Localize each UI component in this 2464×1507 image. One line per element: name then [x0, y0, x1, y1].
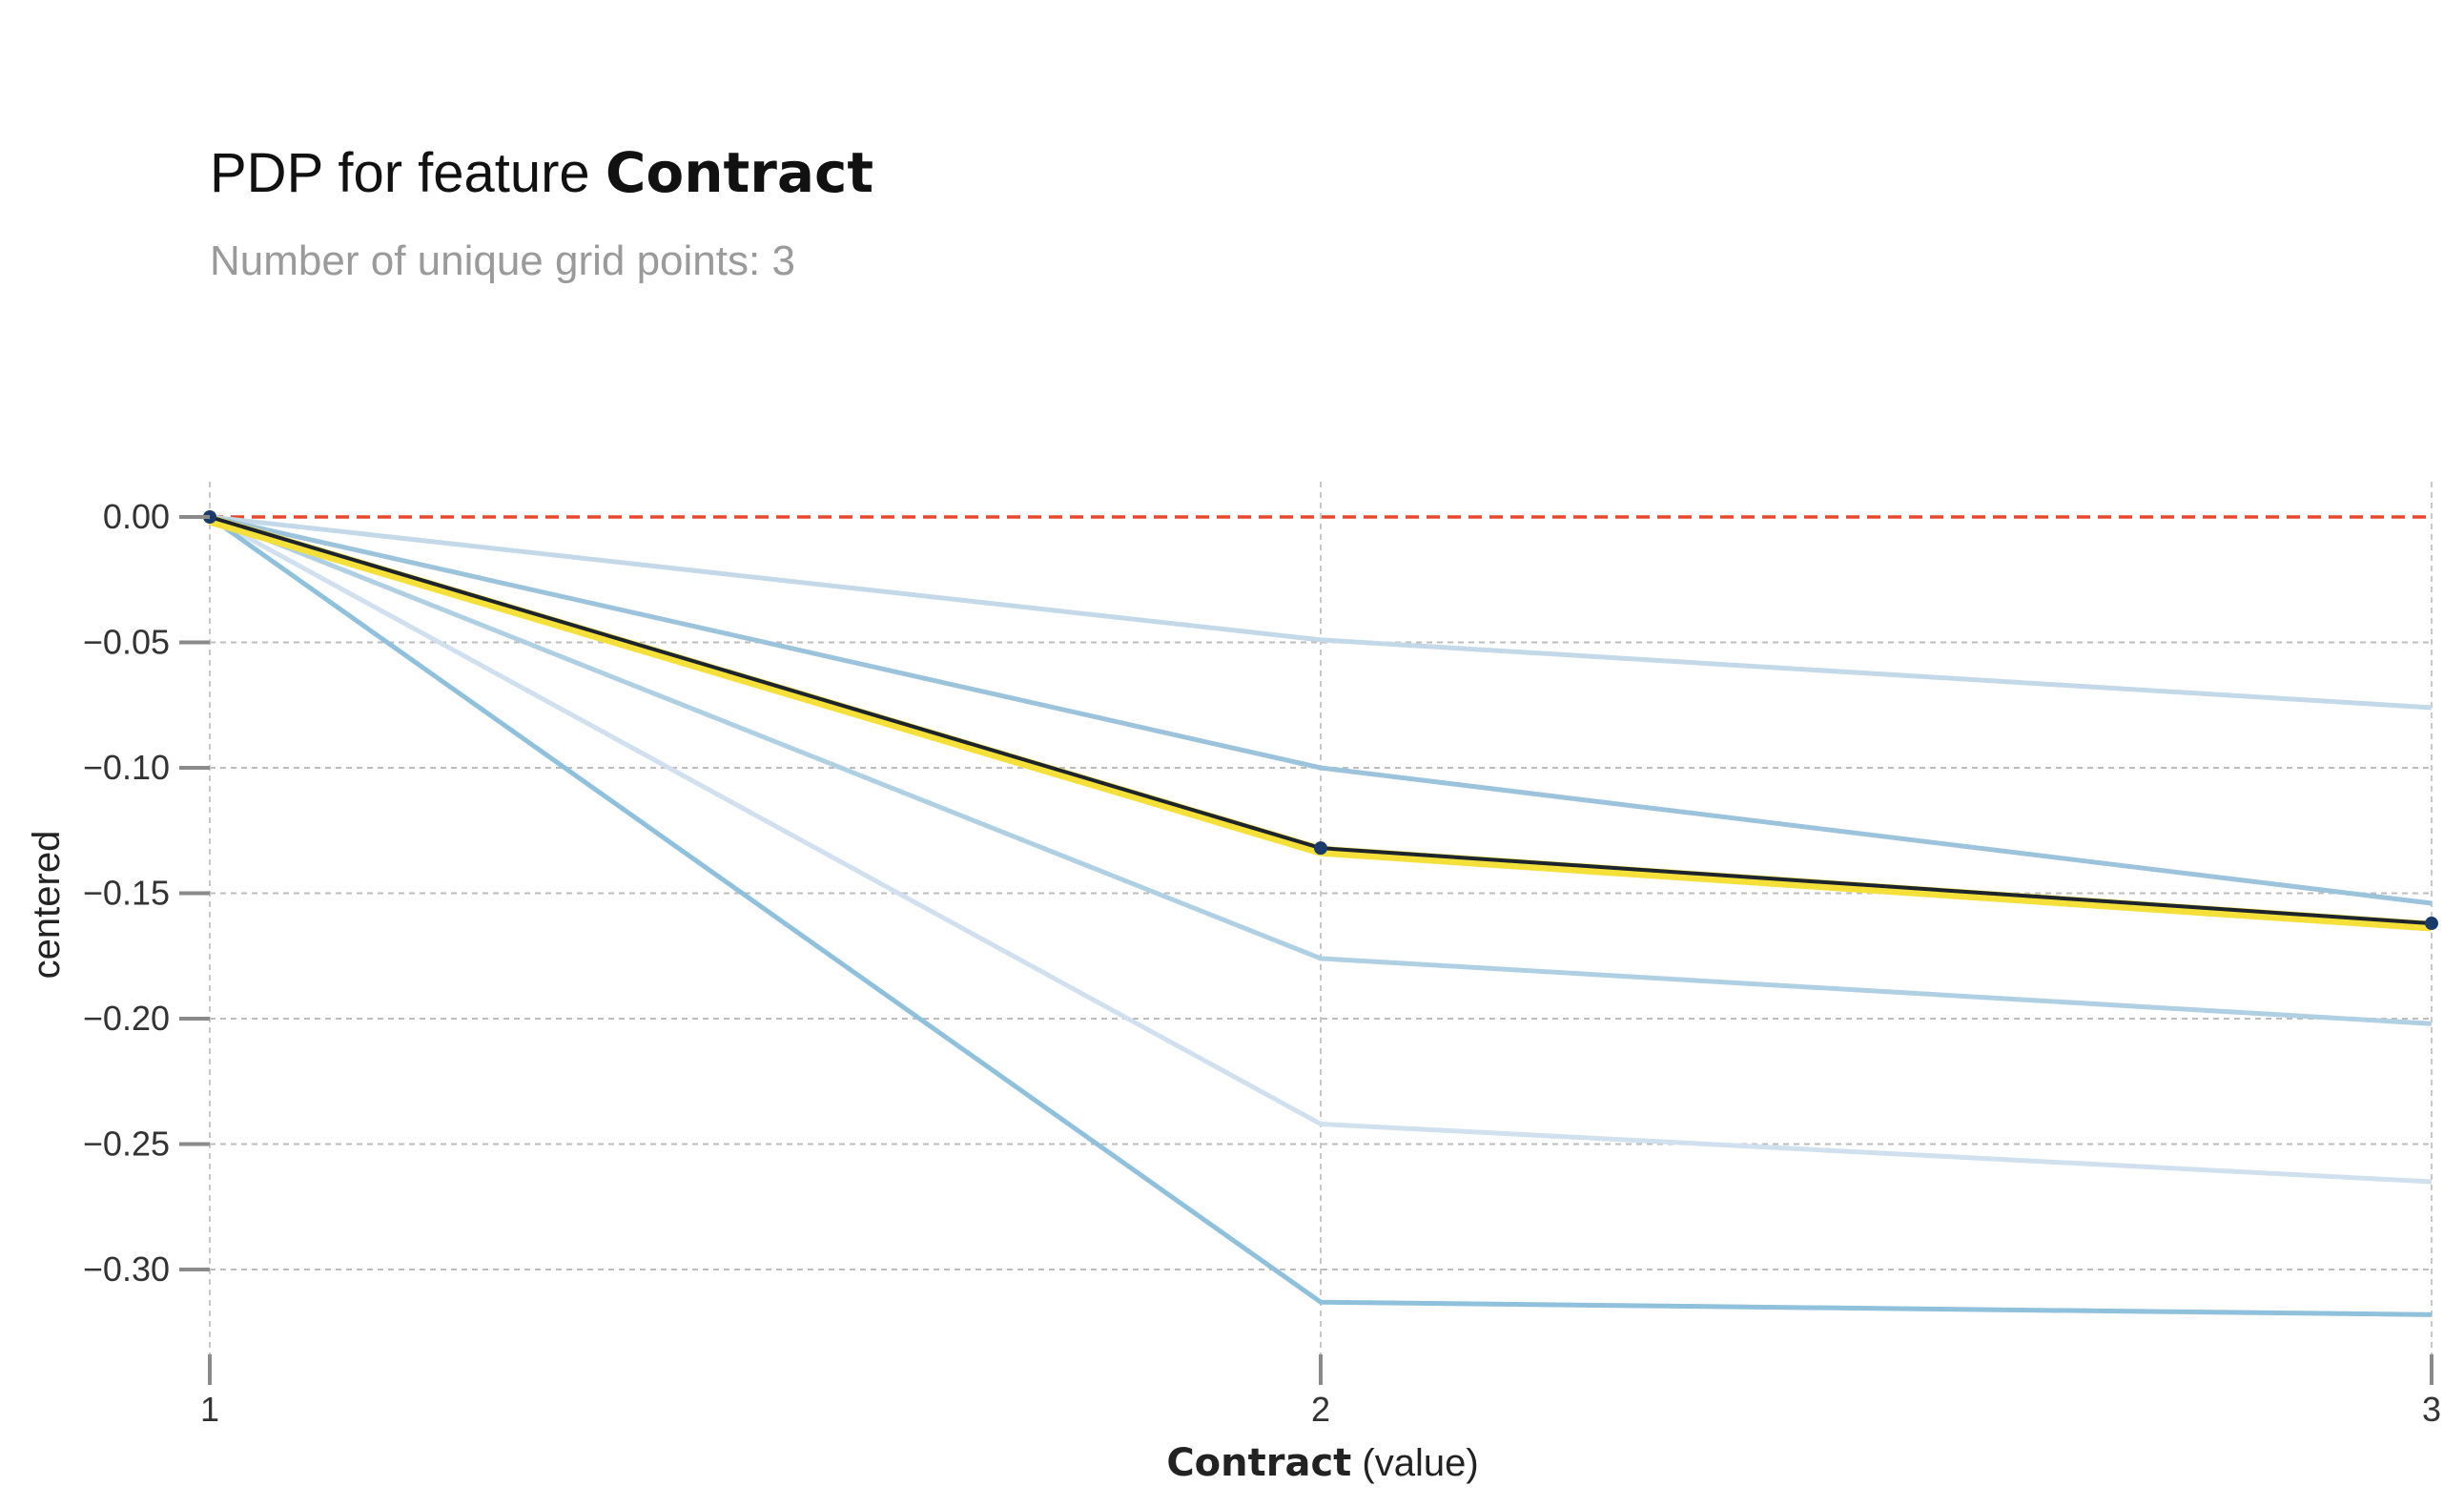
x-tick-label: 1 — [200, 1390, 219, 1429]
chart-title-feature: Contract — [605, 140, 874, 205]
x-axis-label-feature: Contract — [1166, 1441, 1351, 1485]
ice-line — [208, 514, 2433, 1185]
y-tick-label: −0.10 — [83, 748, 170, 787]
chart-title: PDP for feature Contract — [210, 145, 873, 201]
ice-lines-layer — [208, 514, 2433, 1317]
x-axis-label: Contract (value) — [1166, 1441, 1478, 1485]
ice-line — [209, 514, 2433, 1026]
y-tick-label: −0.25 — [83, 1125, 170, 1164]
grid-layer — [209, 482, 2433, 1358]
y-tick-label: −0.05 — [83, 623, 170, 662]
axis-layer: 0.00 −0.05 −0.10 −0.15 −0.20 −0.25 −0.30 1 2 3 — [83, 497, 2441, 1429]
ice-line — [208, 514, 2433, 1317]
x-axis-label-unit: (value) — [1351, 1442, 1478, 1484]
x-tick-label: 3 — [2422, 1390, 2441, 1429]
x-tick-label: 2 — [1311, 1390, 1330, 1429]
y-axis-label: centered — [26, 831, 68, 980]
y-tick-label: −0.30 — [83, 1249, 170, 1289]
pdp-marker — [2425, 917, 2438, 931]
y-tick-label: −0.15 — [83, 874, 170, 913]
pdp-line-layer — [203, 510, 2438, 932]
chart-subtitle: Number of unique grid points: 3 — [210, 237, 795, 284]
pdp-marker — [1314, 841, 1327, 856]
y-tick-label: −0.20 — [83, 999, 170, 1038]
ice-line — [209, 514, 2433, 906]
ice-line — [209, 514, 2433, 711]
y-tick-label: 0.00 — [103, 497, 170, 536]
chart-title-prefix: PDP for feature — [210, 142, 606, 204]
